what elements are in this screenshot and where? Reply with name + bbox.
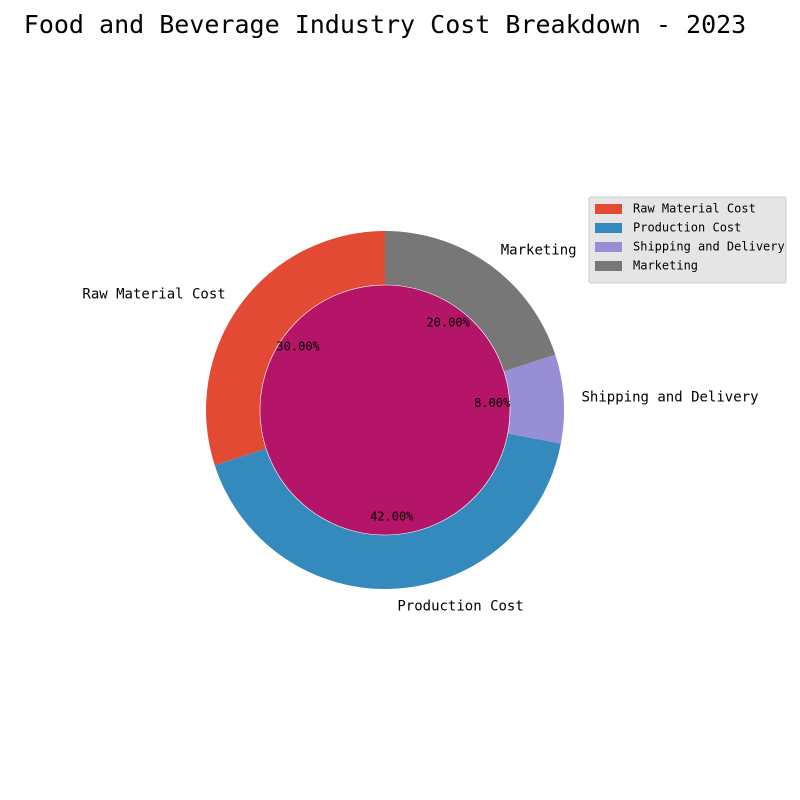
legend-label-raw-material-cost: Raw Material Cost (633, 202, 756, 216)
legend-swatch-raw-material-cost (595, 204, 622, 214)
chart-title: Food and Beverage Industry Cost Breakdow… (24, 10, 746, 39)
labels-layer: Raw Material Cost 30.00% Production Cost 42… (82, 243, 758, 615)
slice-percent-raw-material-cost: 30.00% (276, 339, 320, 353)
slice-percent-marketing: 20.00% (426, 316, 470, 330)
slice-label-production-cost: Production Cost (397, 599, 523, 615)
legend-label-shipping-and-delivery: Shipping and Delivery (633, 240, 785, 254)
slice-label-marketing: Marketing (501, 243, 577, 259)
slice-percent-shipping-and-delivery: 8.00% (474, 396, 511, 410)
legend-label-production-cost: Production Cost (633, 221, 741, 235)
legend-label-marketing: Marketing (633, 259, 698, 273)
legend: Raw Material Cost Production Cost Shipping… (588, 196, 787, 284)
slice-label-shipping-and-delivery: Shipping and Delivery (582, 390, 759, 406)
legend-swatch-marketing (595, 261, 622, 271)
donut-center (259, 284, 511, 536)
slice-label-raw-material-cost: Raw Material Cost (82, 286, 225, 302)
slice-percent-production-cost: 42.00% (370, 510, 414, 524)
legend-swatch-shipping-and-delivery (595, 242, 622, 252)
legend-box (588, 196, 787, 284)
legend-swatch-production-cost (595, 223, 622, 233)
